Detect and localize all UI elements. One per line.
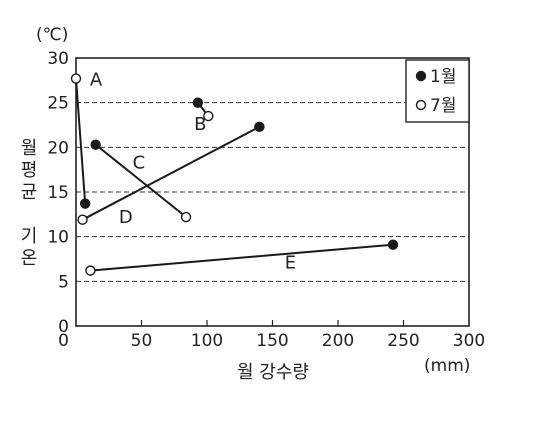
y-axis-unit: (℃) bbox=[36, 25, 68, 45]
point-label: C bbox=[133, 153, 146, 174]
legend-jul-marker bbox=[415, 99, 427, 111]
grid-lines bbox=[76, 102, 469, 282]
jul-point bbox=[85, 265, 96, 276]
x-tick-label: 200 bbox=[322, 331, 354, 351]
location-c: C bbox=[90, 139, 192, 223]
connector-line bbox=[75, 78, 87, 204]
jul-point bbox=[70, 73, 82, 84]
connector-line bbox=[90, 243, 394, 272]
legend-box bbox=[405, 59, 470, 123]
y-tick-label: 15 bbox=[47, 183, 69, 203]
point-label: A bbox=[90, 70, 103, 91]
y-tick-label: 25 bbox=[47, 94, 69, 114]
location-series: A B C D E bbox=[70, 70, 399, 276]
x-axis-unit: (mm) bbox=[424, 356, 470, 376]
location-d: D bbox=[77, 121, 265, 228]
jul-point bbox=[180, 211, 192, 223]
x-tick-label: 300 bbox=[453, 331, 485, 351]
jan-point bbox=[90, 139, 101, 150]
point-label: D bbox=[119, 207, 133, 228]
jan-point bbox=[254, 121, 265, 132]
y-tick-label: 20 bbox=[47, 138, 69, 158]
y-axis-ticks: 0 5 10 15 20 25 30 bbox=[47, 49, 69, 337]
y-tick-label: 30 bbox=[47, 49, 69, 69]
point-label: B bbox=[194, 114, 206, 135]
x-tick-label: 150 bbox=[256, 331, 288, 351]
y-tick-label: 10 bbox=[47, 228, 69, 248]
x-tick-label: 50 bbox=[131, 331, 153, 351]
x-tick-label: 250 bbox=[387, 331, 419, 351]
legend-jan-label: 1월 bbox=[430, 67, 456, 87]
jul-point bbox=[77, 214, 88, 225]
x-axis-ticks: 0 50 100 150 200 250 300 bbox=[58, 320, 485, 351]
legend: 1월 7월 bbox=[405, 59, 470, 123]
legend-jan-marker bbox=[415, 70, 427, 82]
location-e: E bbox=[85, 239, 399, 276]
y-tick-label: 0 bbox=[58, 317, 69, 337]
x-axis-label: 월 강수량 bbox=[237, 362, 309, 383]
jan-point bbox=[387, 239, 399, 250]
point-label: E bbox=[285, 253, 296, 274]
jan-point bbox=[192, 97, 204, 108]
y-tick-label: 5 bbox=[58, 272, 69, 292]
connector-line bbox=[82, 125, 260, 221]
legend-jul-label: 7월 bbox=[430, 96, 456, 116]
location-b: B bbox=[192, 97, 214, 135]
jul-point bbox=[203, 110, 214, 122]
location-a: A bbox=[70, 70, 103, 209]
jan-point bbox=[79, 198, 91, 209]
x-tick-label: 0 bbox=[58, 331, 69, 351]
x-tick-label: 100 bbox=[191, 331, 223, 351]
connector-line bbox=[95, 143, 187, 218]
